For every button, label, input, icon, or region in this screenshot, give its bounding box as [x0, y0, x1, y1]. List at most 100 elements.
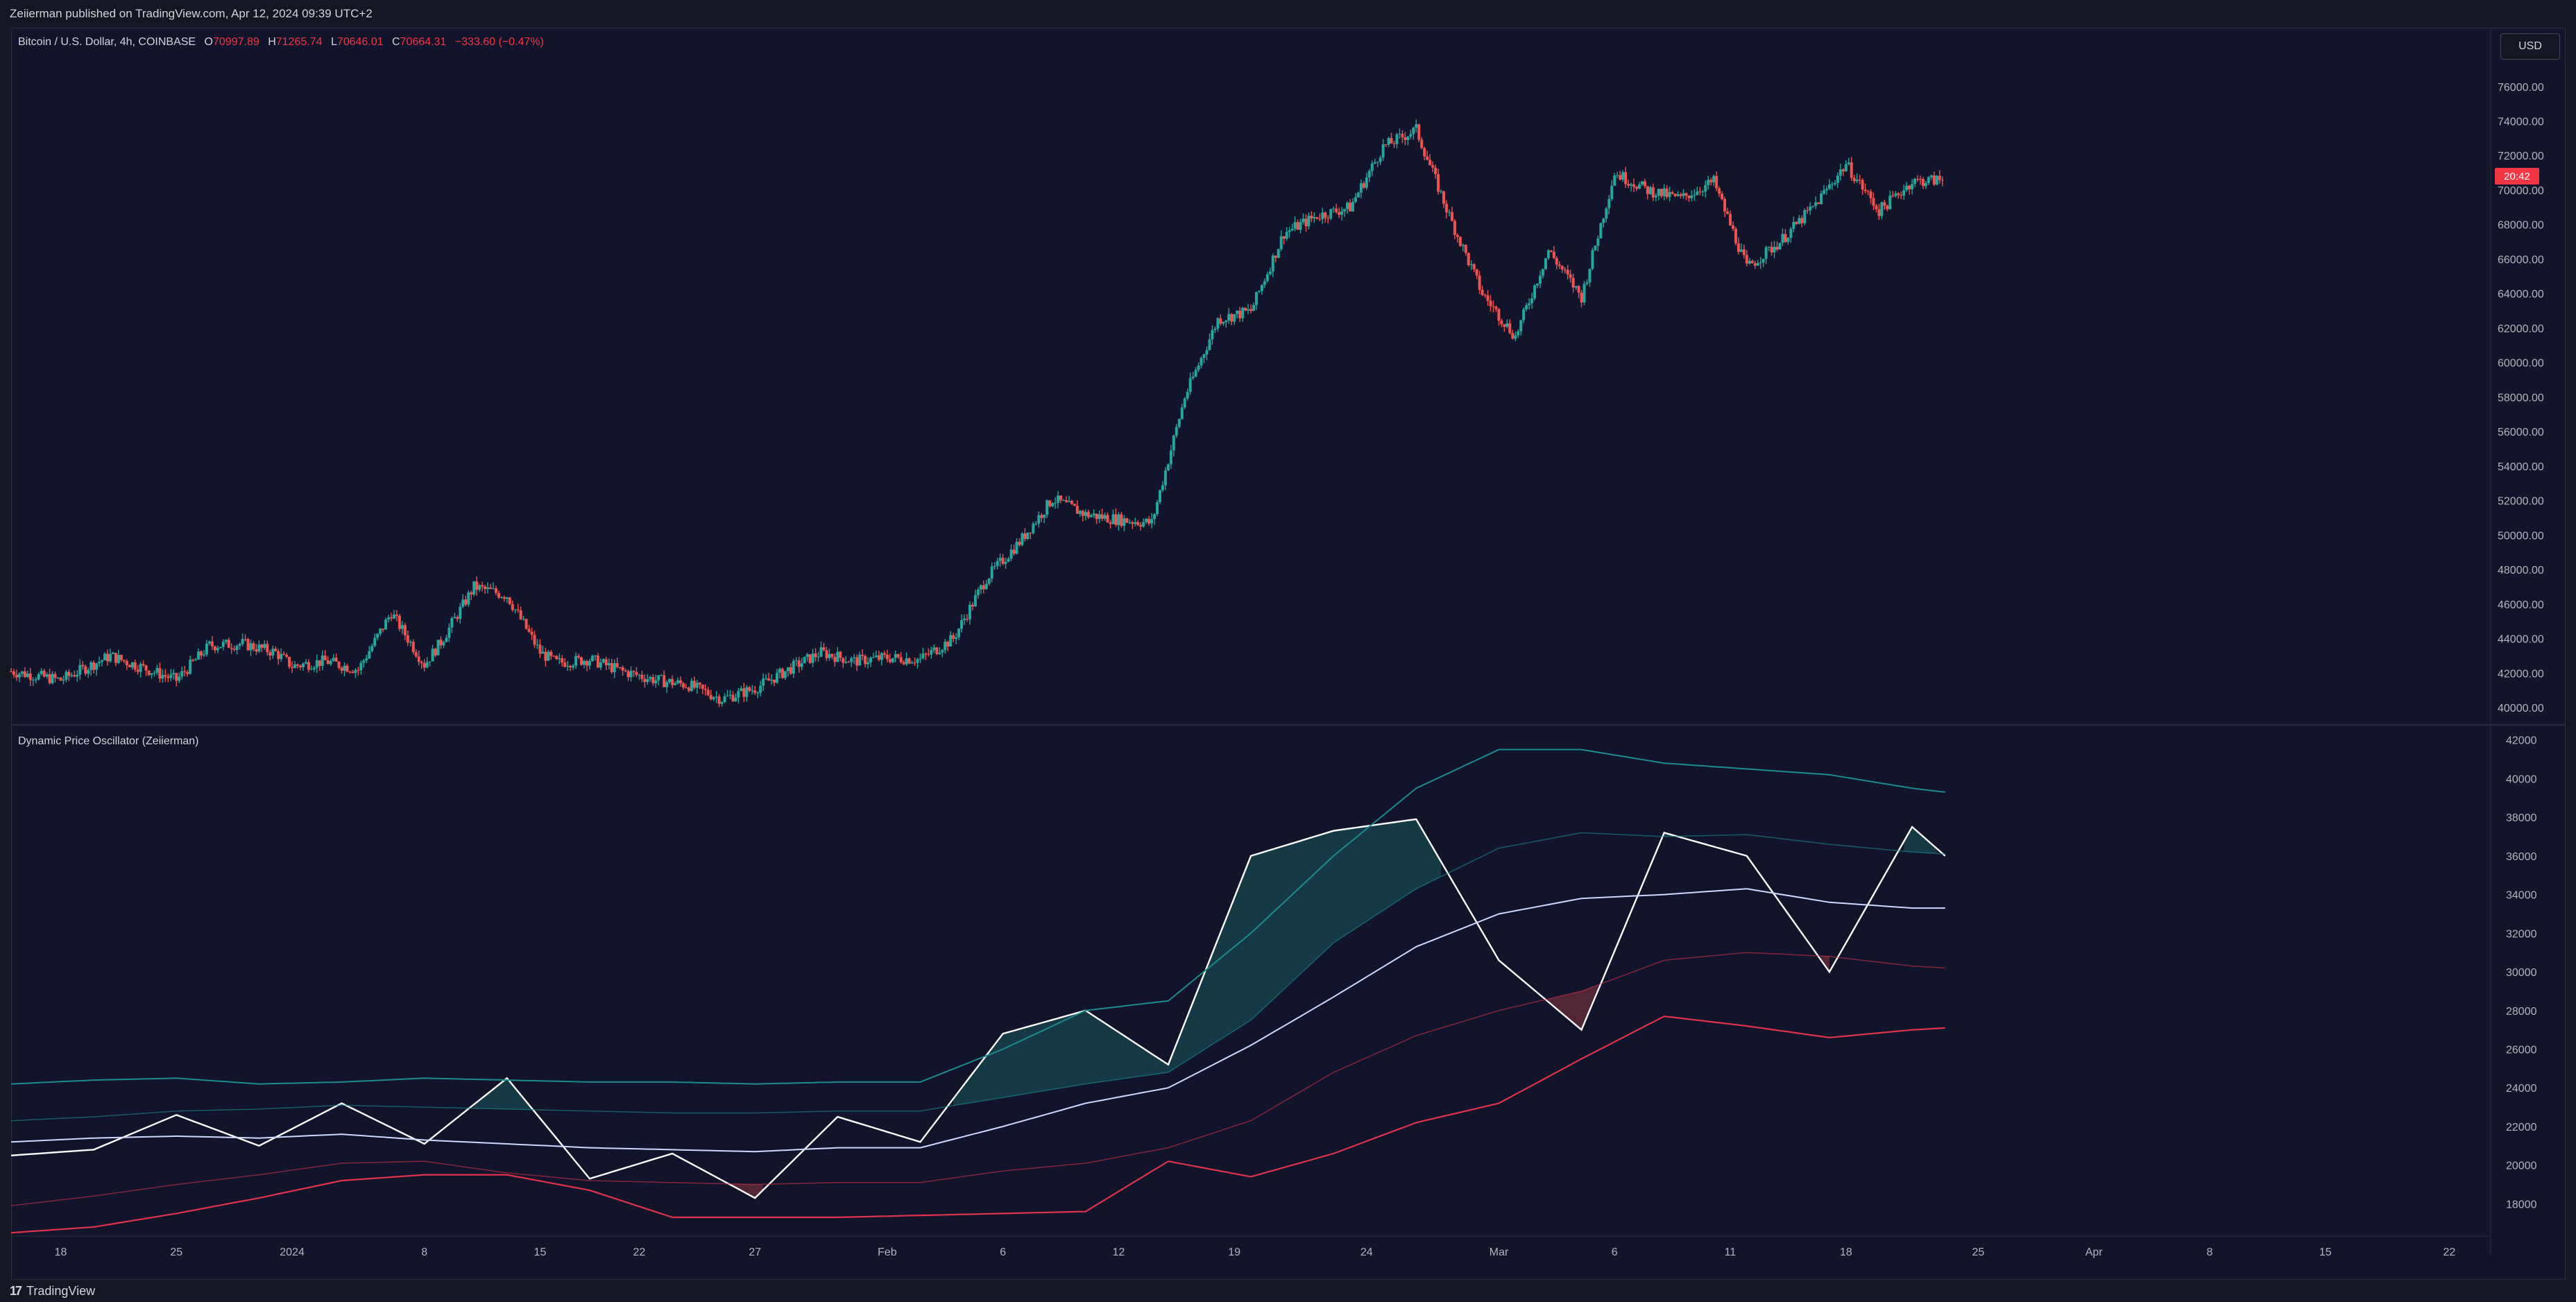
candle-body	[125, 660, 128, 665]
osc-tick-label: 18000	[2506, 1199, 2537, 1210]
candle-body	[582, 661, 586, 665]
candle-body	[1444, 203, 1448, 213]
candle-body	[864, 656, 867, 665]
candle-body	[811, 653, 814, 663]
candle-body	[990, 566, 993, 579]
candle-body	[1354, 197, 1357, 202]
candle-body	[1401, 133, 1404, 138]
candle-body	[1494, 307, 1498, 309]
candle-body	[266, 644, 269, 653]
candle-body	[1304, 219, 1308, 227]
candle-body	[17, 674, 21, 678]
price-tick-label: 42000.00	[2498, 668, 2544, 680]
candle-body	[1415, 124, 1418, 128]
candle-body	[638, 674, 641, 676]
candle-body	[671, 678, 674, 685]
candle-body	[1924, 183, 1927, 187]
candle-body	[1637, 184, 1641, 189]
candle-body	[905, 658, 908, 665]
candle-body	[660, 675, 663, 676]
candle-body	[602, 659, 605, 662]
candle-body	[1544, 258, 1547, 269]
candle-body	[1453, 221, 1456, 235]
candle-body	[332, 658, 335, 661]
price-tick-label: 62000.00	[2498, 323, 2544, 335]
candle-body	[1313, 216, 1316, 219]
candle-body	[505, 597, 509, 599]
indicator-title[interactable]: Dynamic Price Oscillator (Zeiierman)	[18, 735, 199, 747]
candle-body	[861, 654, 864, 656]
candle-body	[1569, 274, 1572, 278]
candle-body	[712, 697, 715, 699]
candle-body	[613, 663, 616, 673]
symbol-legend[interactable]: Bitcoin / U.S. Dollar, 4h, COINBASE O709…	[18, 36, 544, 49]
candle-body	[1825, 189, 1828, 191]
footer-brand[interactable]: TradingView	[26, 1283, 96, 1298]
candle-body	[1172, 436, 1175, 451]
oscillator-pane[interactable]	[10, 748, 1946, 1234]
candle-body	[896, 653, 900, 658]
candle-body	[73, 675, 76, 677]
candle-body	[984, 583, 988, 590]
candle-body	[731, 694, 735, 701]
candle-body	[842, 658, 845, 663]
candle-body	[687, 687, 690, 692]
candle-body	[621, 667, 624, 671]
candle-body	[588, 660, 591, 666]
candle-body	[676, 680, 680, 683]
candle-body	[1558, 264, 1561, 266]
candle-body	[1012, 549, 1016, 554]
candle-body	[1084, 511, 1087, 516]
candle-body	[1863, 189, 1867, 191]
candle-body	[1458, 237, 1462, 246]
candle-body	[411, 642, 415, 653]
candle-body	[1109, 522, 1112, 524]
candle-body	[282, 653, 286, 656]
candle-body	[263, 644, 266, 648]
candle-body	[456, 617, 459, 619]
candle-body	[932, 647, 936, 651]
candle-body	[1492, 306, 1495, 307]
candle-body	[549, 651, 553, 656]
candle-body	[1194, 370, 1197, 377]
candle-body	[888, 659, 892, 662]
series-inner-upper	[10, 832, 1945, 1122]
osc-tick-label: 22000	[2506, 1122, 2537, 1133]
candle-body	[224, 640, 228, 642]
candle-body	[1497, 309, 1501, 321]
candle-body	[1591, 250, 1594, 269]
candle-body	[935, 647, 939, 654]
candle-body	[288, 657, 291, 667]
candle-body	[202, 654, 205, 656]
candle-body	[1061, 500, 1065, 502]
candle-body	[1715, 175, 1718, 189]
candle-body	[1500, 320, 1503, 325]
candle-body	[1671, 192, 1674, 194]
candle-body	[1293, 222, 1297, 229]
candle-body	[1905, 185, 1909, 191]
candle-body	[246, 639, 250, 651]
candle-body	[1533, 285, 1537, 299]
currency-button[interactable]: USD	[2500, 33, 2560, 60]
candle-body	[321, 655, 324, 666]
price-tick-label: 56000.00	[2498, 427, 2544, 438]
candle-body	[1660, 189, 1663, 196]
candle-body	[423, 663, 426, 668]
candle-body	[1404, 137, 1407, 140]
candle-body	[993, 566, 996, 567]
candle-body	[775, 672, 778, 683]
candle-body	[1092, 513, 1095, 515]
candle-body	[318, 660, 321, 666]
candle-body	[354, 669, 357, 674]
candle-body	[142, 664, 145, 666]
candle-body	[1098, 514, 1101, 520]
price-pane[interactable]	[10, 119, 1944, 708]
candle-body	[398, 615, 401, 629]
candle-body	[828, 653, 831, 658]
candle-body	[1004, 561, 1007, 564]
tradingview-logo-icon[interactable]: 17	[10, 1283, 22, 1298]
candle-body	[1145, 518, 1148, 522]
osc-tick-label: 32000	[2506, 928, 2537, 940]
candle-body	[442, 642, 445, 646]
